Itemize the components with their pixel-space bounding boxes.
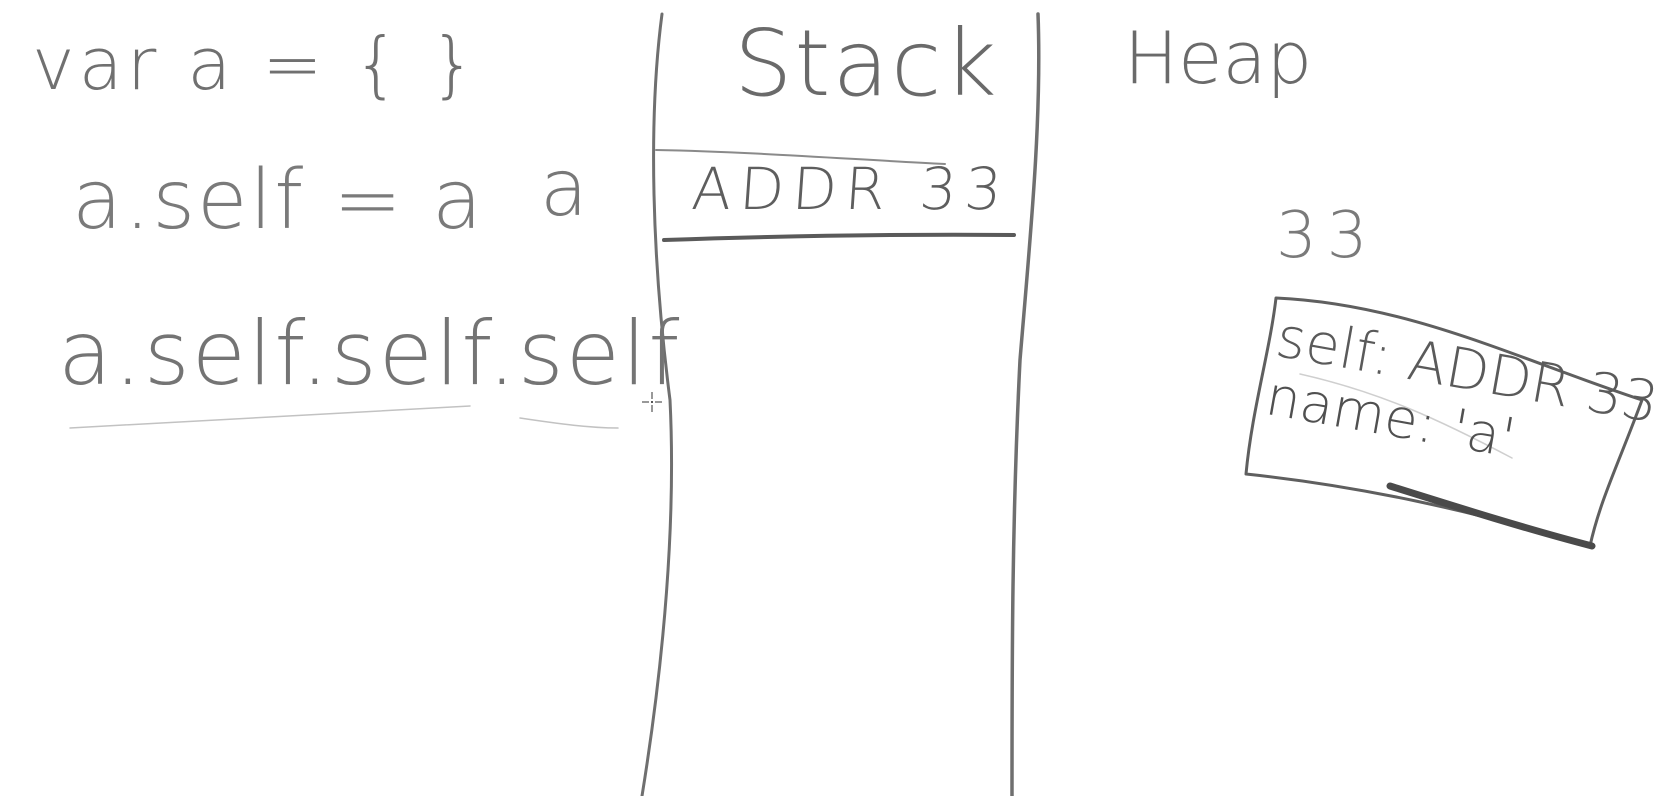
code-line-2: a.self = a [72,153,485,248]
code-line-3-underline-1 [69,405,471,429]
heap-object-box-bottom [1386,482,1596,550]
stack-cell-top-line [655,149,946,165]
stack-left-border [640,12,674,796]
stack-right-border [1010,12,1041,796]
code-line-3: a.self.self.self [58,302,682,405]
heap-address-label: 33 [1276,199,1378,273]
stack-variable-label: a [540,144,588,234]
heap-title: Heap [1124,16,1313,100]
heap-object-scribble [1299,373,1513,459]
crosshair-cursor-icon [642,392,662,412]
code-line-1: var a = { } [32,22,480,106]
stack-cell-value: ADDR 33 [689,155,1012,223]
stack-cell-bottom-line [662,232,1016,242]
code-line-3-underline-2 [519,417,619,429]
stack-title: Stack [734,10,999,117]
